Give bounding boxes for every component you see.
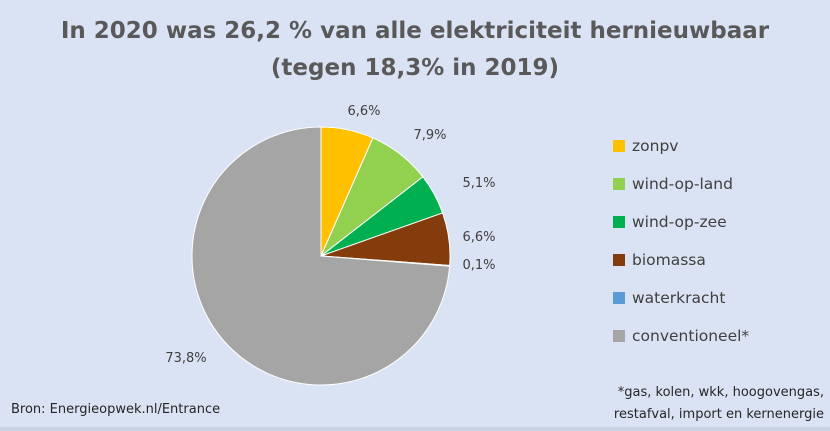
legend-swatch [613,178,625,190]
data-label-wind-op-land: 7,9% [413,128,446,143]
chart-title-line-1: In 2020 was 26,2 % van alle elektricitei… [60,18,770,44]
legend-item-waterkracht: waterkracht [613,279,749,317]
source-note: Bron: Energieopwek.nl/Entrance [11,402,221,417]
footnote-line-1: *gas, kolen, wkk, hoogovengas, [617,385,824,400]
legend-swatch [613,292,625,304]
legend-item-zonpv: zonpv [613,127,749,165]
legend-item-wind-op-zee: wind-op-zee [613,203,749,241]
footnote: *gas, kolen, wkk, hoogovengas, restafval… [614,382,824,426]
legend: zonpv wind-op-land wind-op-zee biomassa wate… [613,127,749,355]
legend-label: zonpv [632,137,679,155]
data-label-wind-op-zee: 5,1% [462,176,495,191]
legend-label: wind-op-land [632,175,733,193]
pie-slice-conventioneel [191,126,451,386]
chart-title-line-2: (tegen 18,3% in 2019) [270,55,560,81]
legend-item-biomassa: biomassa [613,241,749,279]
data-label-zonpv: 6,6% [347,104,380,119]
legend-item-conventioneel: conventioneel* [613,317,749,355]
data-label-waterkracht: 0,1% [462,258,495,273]
bottom-strip [0,427,830,431]
legend-swatch [613,254,625,266]
pie-slices [191,126,451,386]
legend-swatch [613,140,625,152]
data-label-conventioneel: 73,8% [165,351,206,366]
legend-item-wind-op-land: wind-op-land [613,165,749,203]
data-label-biomassa: 6,6% [462,230,495,245]
legend-label: waterkracht [632,289,726,307]
legend-swatch [613,330,625,342]
footnote-line-2: restafval, import en kernenergie [613,407,824,422]
legend-label: biomassa [632,251,706,269]
legend-label: conventioneel* [632,327,750,345]
legend-label: wind-op-zee [632,213,727,231]
legend-swatch [613,216,625,228]
pie-slice-labels: 6,6% 7,9% 5,1% 6,6% 0,1% 73,8% [165,104,495,366]
